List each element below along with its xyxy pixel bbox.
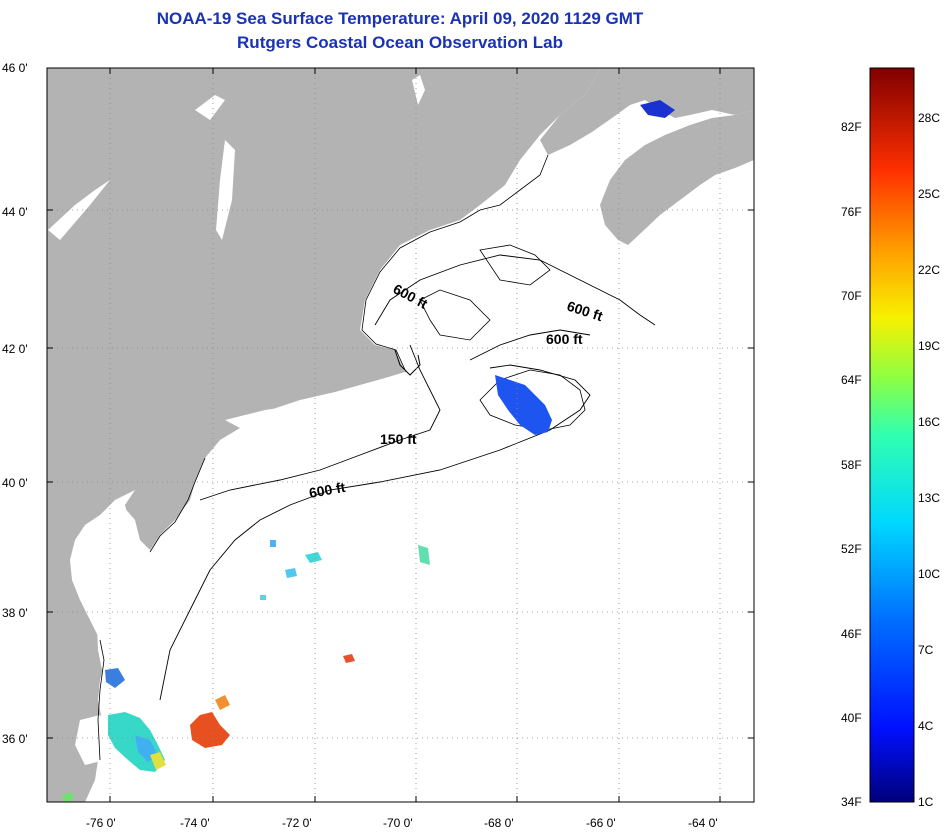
sst-patch-mid-3: [418, 545, 430, 565]
cb-c-22: 22C: [918, 263, 941, 277]
land-us: [47, 68, 600, 802]
lat-label-38: 38 0': [2, 606, 28, 620]
contour-600-basin: [479, 244, 551, 286]
lon-label-74: -74 0': [180, 816, 210, 830]
coastline: [97, 154, 549, 761]
contour-label-150: 150 ft: [380, 431, 417, 447]
cb-f-76: 76F: [841, 205, 862, 219]
lat-label-44: 44 0': [2, 205, 28, 219]
lake-1: [195, 95, 225, 120]
cb-f-82: 82F: [841, 120, 862, 134]
sst-patch-yellow: [150, 752, 166, 770]
pamlico: [75, 715, 115, 765]
land-canada: [540, 68, 754, 155]
contour-600-south: [159, 364, 591, 701]
lat-label-40: 40 0': [2, 476, 28, 490]
contour-label-600-3: 600 ft: [546, 331, 583, 347]
contour-label-600-4: 600 ft: [308, 479, 347, 501]
map-frame: [46, 67, 755, 803]
sst-patch-orange: [215, 695, 230, 710]
cb-c-10: 10C: [918, 567, 941, 581]
long-island-sound: [225, 405, 300, 428]
frame-ticks: [47, 68, 754, 802]
sst-patch-mid-1: [305, 552, 322, 563]
sst-patch-bay-of-fundy: [640, 100, 675, 118]
cb-c-28: 28C: [918, 111, 941, 125]
sst-patch-mid-4: [343, 654, 355, 663]
cape-cod: [394, 349, 421, 376]
map-title: NOAA-19 Sea Surface Temperature: April 0…: [156, 9, 644, 28]
cb-f-58: 58F: [841, 458, 862, 472]
cb-f-46: 46F: [841, 627, 862, 641]
cb-c-4: 4C: [918, 719, 934, 733]
lon-label-70: -70 0': [383, 816, 413, 830]
colorbar: [869, 67, 915, 803]
cb-f-40: 40F: [841, 711, 862, 725]
cb-f-52: 52F: [841, 542, 862, 556]
map-subtitle: Rutgers Coastal Ocean Observation Lab: [237, 33, 563, 52]
cb-f-64: 64F: [841, 373, 862, 387]
land-nova-scotia: [600, 110, 754, 245]
sst-patch-mid-2: [285, 568, 297, 578]
chesapeake: [94, 530, 110, 680]
cb-c-1: 1C: [918, 795, 934, 809]
sst-patch-mid-6: [260, 595, 266, 600]
sst-patch-georges-bank: [495, 375, 552, 435]
lat-label-42: 42 0': [2, 342, 28, 356]
lon-label-68: -68 0': [484, 816, 514, 830]
cb-c-13: 13C: [918, 491, 941, 505]
georges-bank-outline: [479, 369, 586, 431]
lake-4: [412, 75, 425, 105]
sst-patch-mid-5: [270, 540, 276, 547]
lat-label-46: 46 0': [2, 61, 28, 75]
lon-label-76: -76 0': [86, 816, 116, 830]
lat-label-36: 36 0': [2, 732, 28, 746]
cb-c-16: 16C: [918, 415, 941, 429]
cb-c-7: 7C: [918, 643, 934, 657]
cb-f-70: 70F: [841, 289, 862, 303]
delaware-bay: [120, 505, 140, 545]
lake-3: [48, 180, 110, 240]
cb-c-25: 25C: [918, 187, 941, 201]
sst-patch-green: [62, 792, 74, 802]
lake-2: [216, 140, 235, 240]
lon-label-64: -64 0': [688, 816, 718, 830]
contour-600-inner: [419, 289, 491, 341]
cb-f-34: 34F: [841, 795, 862, 809]
lon-label-72: -72 0': [282, 816, 312, 830]
lon-label-66: -66 0': [586, 816, 616, 830]
cb-c-19: 19C: [918, 339, 941, 353]
sst-patch-red: [190, 712, 230, 748]
contour-150: [199, 344, 441, 501]
